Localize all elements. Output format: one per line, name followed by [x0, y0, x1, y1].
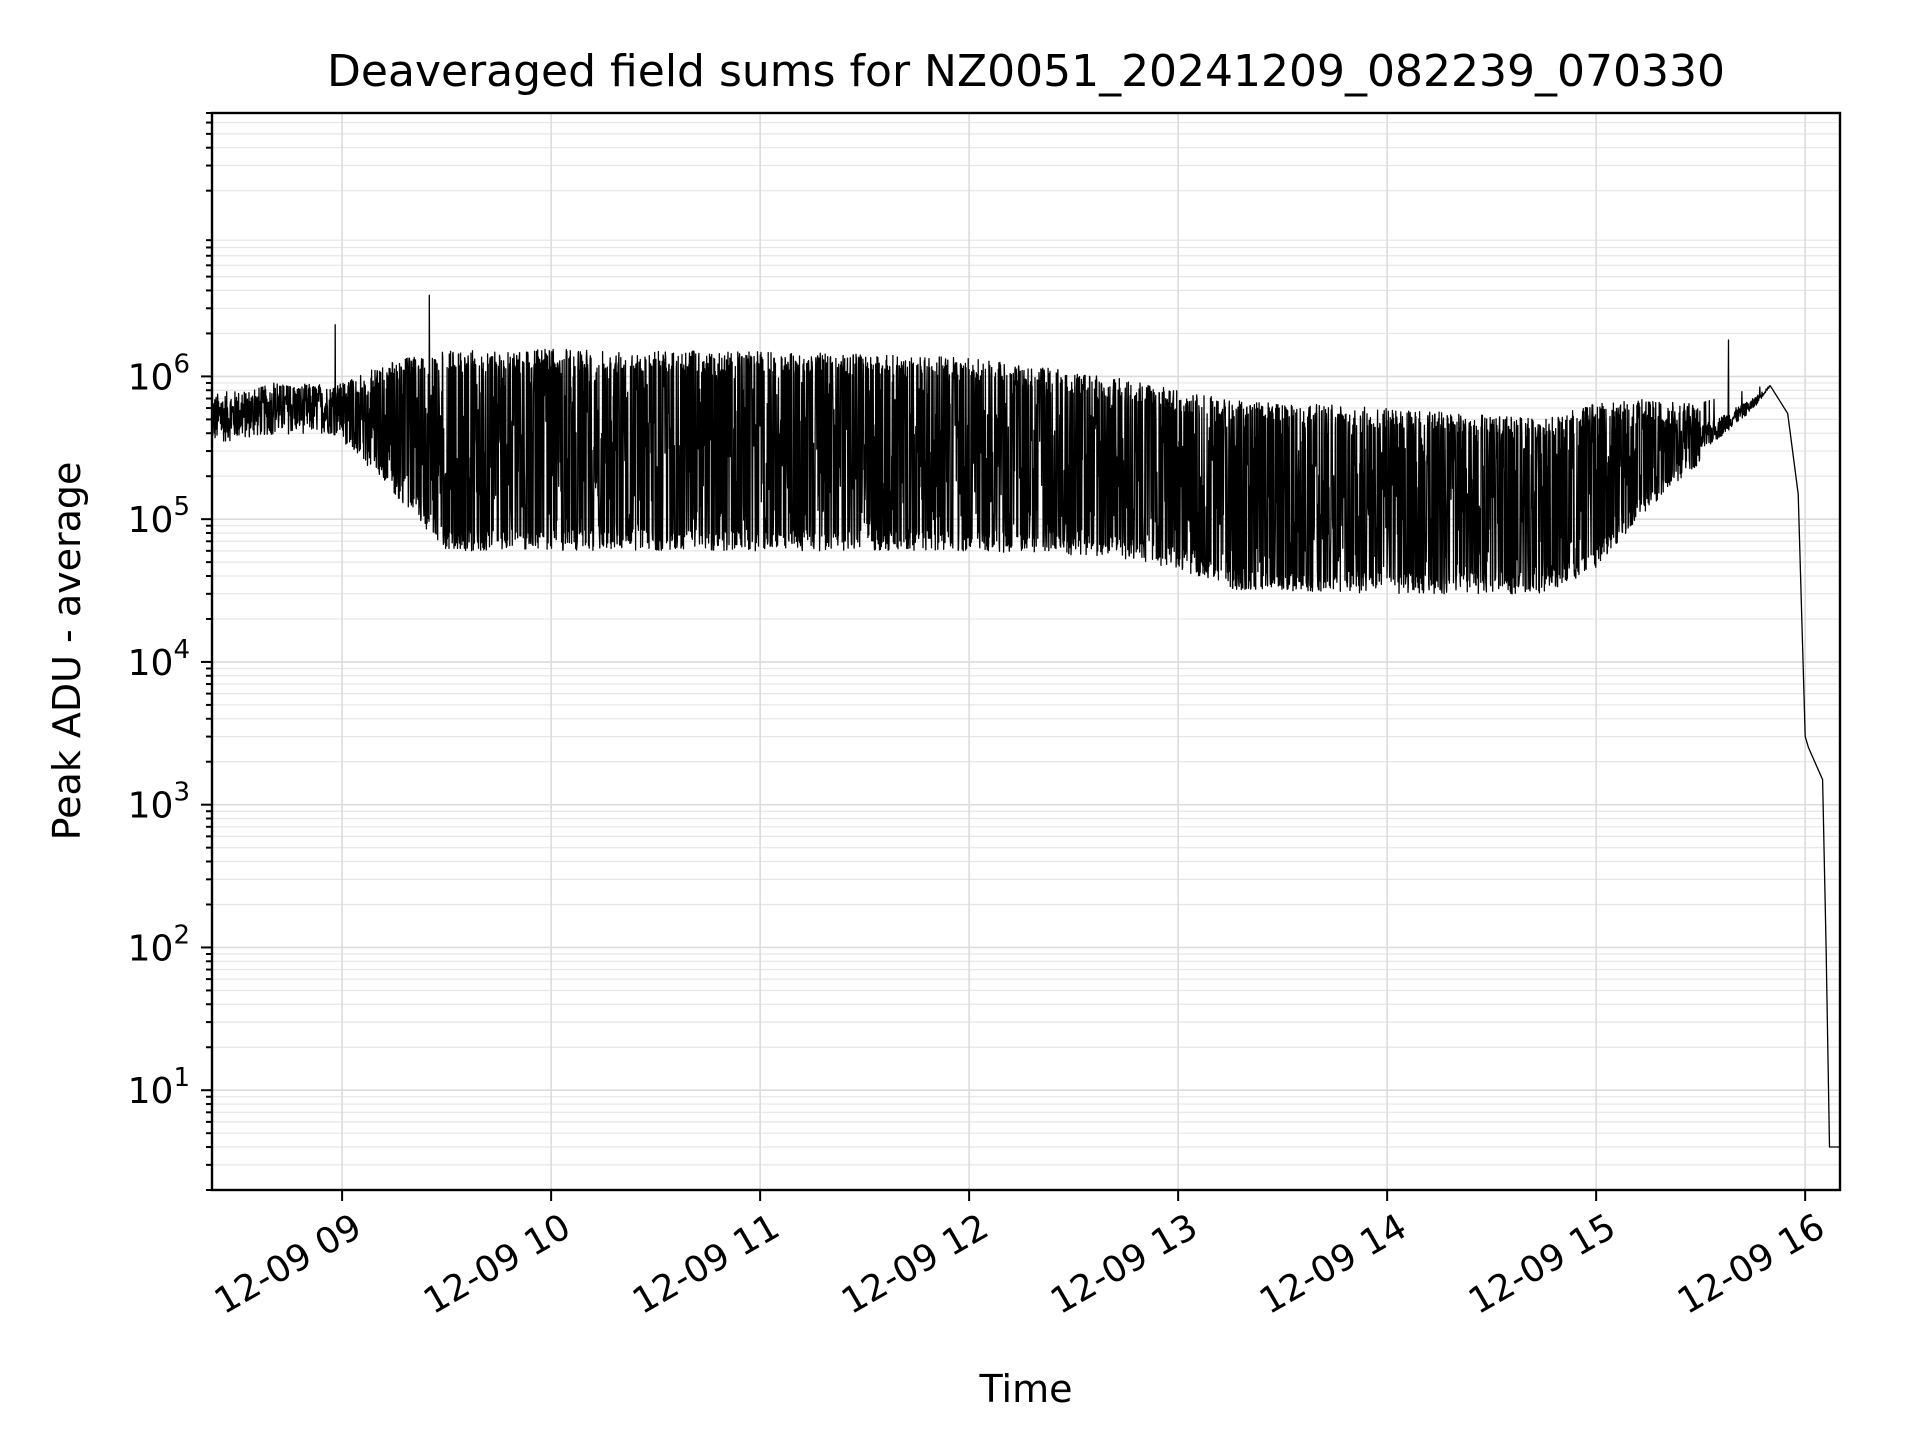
chart-title: Deaveraged field sums for NZ0051_2024120… — [327, 46, 1725, 97]
y-tick-label: 106 — [128, 349, 190, 398]
series-line — [211, 294, 1840, 1148]
x-axis-label: Time — [979, 1367, 1073, 1411]
y-tick-label: 102 — [128, 920, 190, 969]
y-tick-label: 105 — [128, 492, 190, 541]
y-tick-label: 101 — [128, 1063, 190, 1112]
plot-frame — [210, 111, 1842, 1192]
y-tick-label: 104 — [128, 635, 190, 684]
y-axis-label: Peak ADU - average — [45, 462, 89, 841]
y-tick-label: 103 — [128, 778, 190, 827]
